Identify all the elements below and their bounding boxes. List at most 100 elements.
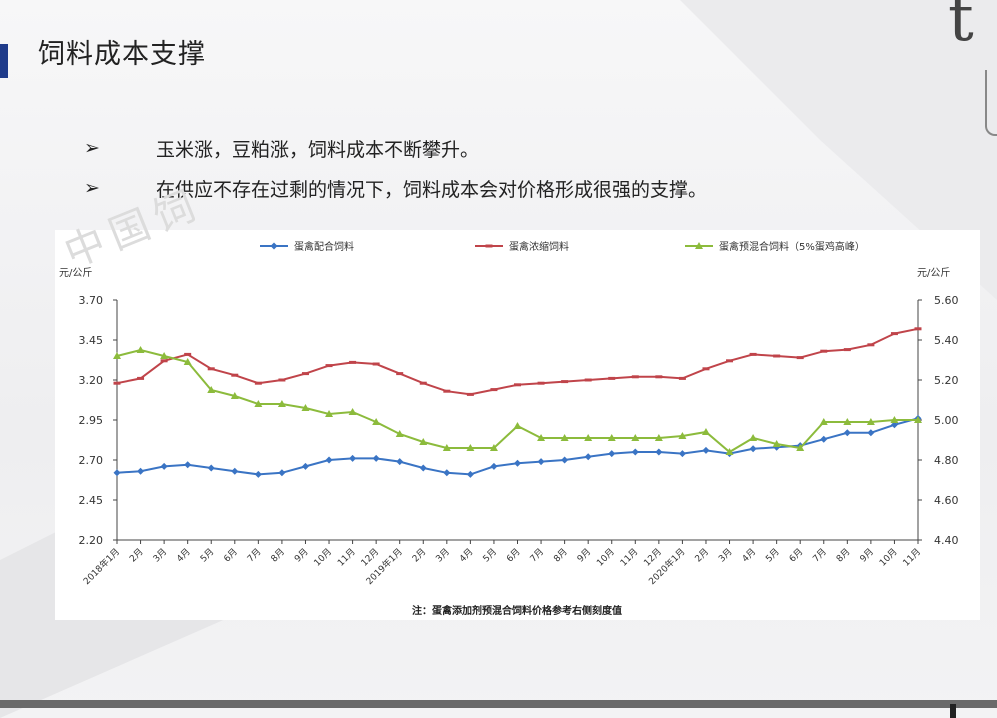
data-point xyxy=(843,418,852,425)
data-point xyxy=(890,416,899,423)
data-point xyxy=(608,450,616,458)
data-point xyxy=(160,352,169,359)
x-tick-label: 3月 xyxy=(716,546,734,564)
x-tick-label: 6月 xyxy=(222,546,240,564)
left-tick-label: 2.95 xyxy=(79,414,104,427)
x-tick-label: 2月 xyxy=(127,546,145,564)
data-point xyxy=(207,464,215,472)
feed-cost-line-chart: 元/公斤 元/公斤 2.20 2.45 2.70 2.95 3.20 3.45 3.70 4.40… xyxy=(59,240,959,617)
x-tick-label: 2018年1月 xyxy=(81,546,122,587)
data-point xyxy=(584,378,592,382)
x-tick-label: 7月 xyxy=(528,546,546,564)
data-point xyxy=(160,359,168,363)
x-tick-label: 3月 xyxy=(151,546,169,564)
data-point xyxy=(866,418,875,425)
data-point xyxy=(184,352,192,356)
data-point xyxy=(113,381,121,385)
data-point xyxy=(231,373,239,377)
legend-marker xyxy=(270,242,278,250)
data-point xyxy=(561,380,569,384)
series-line-3 xyxy=(116,348,918,454)
x-tick-label: 2月 xyxy=(410,546,428,564)
bottom-band xyxy=(0,700,997,708)
data-point xyxy=(749,352,757,356)
data-point xyxy=(537,381,545,385)
x-tick-label: 11月 xyxy=(618,546,640,568)
data-point xyxy=(749,434,758,441)
chart-note: 注：蛋禽添加剂预混合饲料价格参考右侧刻度值 xyxy=(412,604,622,617)
x-tick-label: 7月 xyxy=(245,546,263,564)
data-point xyxy=(678,376,686,380)
x-tick-label: 8月 xyxy=(552,546,570,564)
data-point xyxy=(701,428,710,435)
data-point xyxy=(655,448,663,456)
data-point xyxy=(230,392,239,399)
data-point xyxy=(702,367,710,371)
data-point xyxy=(654,434,663,441)
left-tick-label: 2.45 xyxy=(79,494,104,507)
data-point xyxy=(914,416,922,423)
data-point xyxy=(278,378,286,382)
data-point xyxy=(254,470,262,478)
legend-label-1: 蛋禽配合饲料 xyxy=(294,240,354,253)
corner-decoration xyxy=(985,70,997,136)
data-point xyxy=(843,429,851,437)
data-point xyxy=(113,352,121,359)
x-tick-label: 5月 xyxy=(198,546,216,564)
data-point xyxy=(254,381,262,385)
x-tick-label: 11月 xyxy=(335,546,357,568)
data-point xyxy=(466,392,474,396)
data-point xyxy=(608,376,616,380)
x-tick-label: 10月 xyxy=(595,546,617,568)
data-point xyxy=(678,432,687,439)
data-point xyxy=(395,430,404,437)
bullet-item: ➢ 玉米涨，豆粕涨，饲料成本不断攀升。 xyxy=(84,128,707,168)
data-point xyxy=(277,400,286,407)
data-point xyxy=(607,434,616,441)
data-point xyxy=(349,454,357,462)
data-point xyxy=(466,444,475,451)
data-point xyxy=(419,381,427,385)
right-tick-label: 5.40 xyxy=(934,334,959,347)
x-tick-label: 3月 xyxy=(434,546,452,564)
bullet-text: 在供应不存在过剩的情况下，饲料成本会对价格形成很强的支撑。 xyxy=(156,178,708,201)
bottom-corner-mark xyxy=(950,704,956,718)
x-tick-label: 7月 xyxy=(811,546,829,564)
data-point xyxy=(772,440,781,447)
data-point xyxy=(136,346,145,353)
data-point xyxy=(183,358,192,365)
x-tick-label: 6月 xyxy=(504,546,522,564)
data-point xyxy=(819,418,828,425)
data-point xyxy=(631,448,639,456)
x-tick-label: 5月 xyxy=(764,546,782,564)
chart-card: 元/公斤 元/公斤 2.20 2.45 2.70 2.95 3.20 3.45 3.70 4.40… xyxy=(55,230,980,620)
data-point xyxy=(890,332,898,336)
data-point xyxy=(702,446,710,454)
x-tick-label: 9月 xyxy=(858,546,876,564)
data-point xyxy=(631,375,639,379)
data-point xyxy=(325,456,333,464)
data-point xyxy=(796,356,804,360)
data-point xyxy=(490,462,498,470)
data-point xyxy=(678,450,686,458)
data-point xyxy=(419,438,428,445)
left-tick-label: 2.20 xyxy=(79,534,104,547)
x-tick-label: 4月 xyxy=(740,546,758,564)
data-point xyxy=(372,454,380,462)
data-point xyxy=(301,462,309,470)
data-point xyxy=(301,372,309,376)
x-tick-label: 11月 xyxy=(901,546,923,568)
data-point xyxy=(514,383,521,387)
x-tick-label: 2月 xyxy=(693,546,711,564)
right-axis-unit: 元/公斤 xyxy=(917,267,950,279)
data-point xyxy=(113,469,121,477)
legend-label-3: 蛋禽预混合饲料（5%蛋鸡高峰） xyxy=(719,240,865,253)
data-point xyxy=(561,456,569,464)
x-tick-label: 12月 xyxy=(359,546,381,568)
x-tick-label: 12月 xyxy=(642,546,664,568)
bullet-item: ➢ 在供应不存在过剩的情况下，饲料成本会对价格形成很强的支撑。 xyxy=(84,168,707,208)
data-point xyxy=(490,388,498,392)
data-point xyxy=(631,434,640,441)
x-tick-label: 8月 xyxy=(834,546,852,564)
data-point xyxy=(396,372,404,376)
